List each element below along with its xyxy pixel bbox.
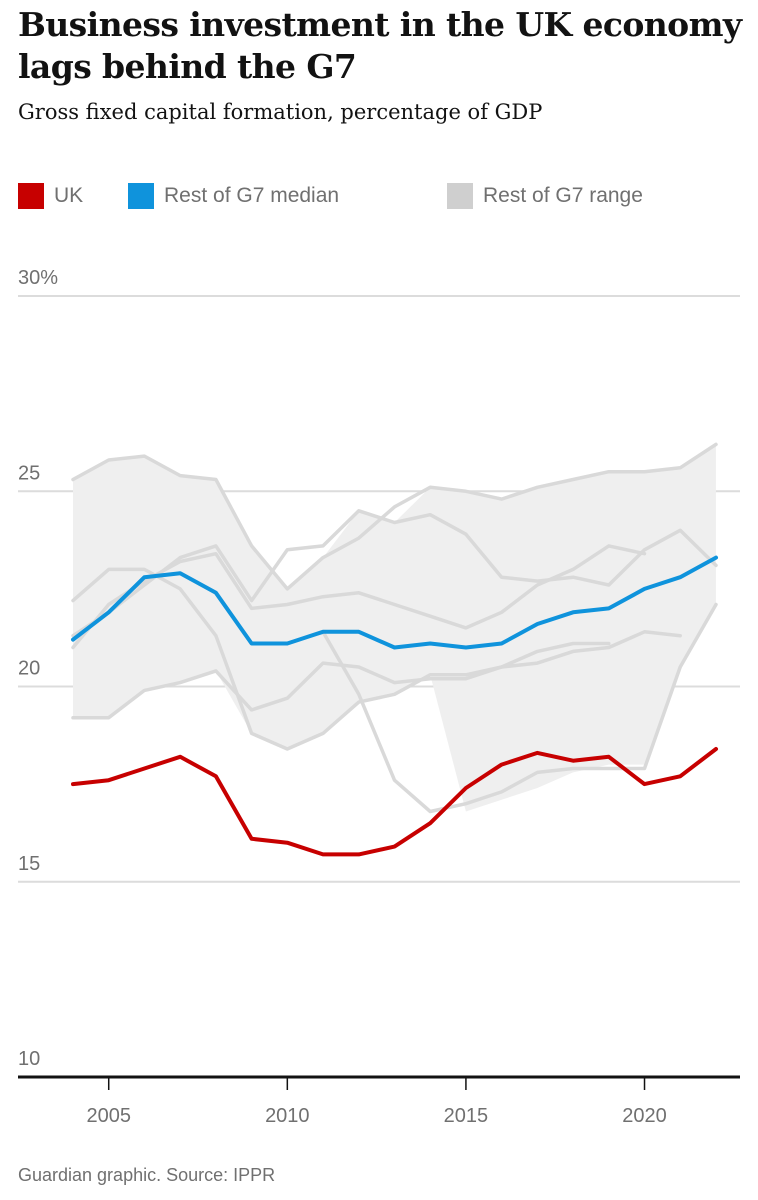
country-line-1	[71, 442, 718, 591]
y-tick-label-30: 30%	[18, 267, 58, 289]
range-area-group	[73, 444, 716, 812]
x-tick-label-2015: 2015	[444, 1105, 489, 1127]
y-tick-label-10: 10	[18, 1048, 40, 1070]
x-tick-label-2020: 2020	[622, 1105, 667, 1127]
legend: UK Rest of G7 median Rest of G7 range	[0, 182, 758, 210]
country-line-5	[71, 544, 647, 650]
legend-item-median: Rest of G7 median	[128, 182, 339, 210]
country-line-2	[71, 567, 682, 751]
range-area	[73, 444, 716, 812]
uk-line	[71, 747, 718, 857]
legend-label-range: Rest of G7 range	[483, 184, 643, 207]
legend-swatch-median	[128, 183, 154, 209]
chart-subtitle: Gross fixed capital formation, percentag…	[18, 100, 543, 124]
series-group	[71, 555, 718, 857]
x-axis: 2005 2010 2015 2020	[18, 1075, 740, 1127]
legend-item-uk: UK	[18, 182, 83, 210]
chart-title: Business investment in the UK economy la…	[18, 5, 742, 86]
x-tick-label-2010: 2010	[265, 1105, 310, 1127]
x-tick-label-2005: 2005	[86, 1105, 131, 1127]
y-tick-label-25: 25	[18, 462, 40, 484]
median-line	[71, 555, 718, 650]
y-tick-label-15: 15	[18, 853, 40, 875]
source-note: Guardian graphic. Source: IPPR	[18, 1165, 276, 1185]
line-chart: 10 15 20 25 30% 2005 2010 2015 2020	[18, 267, 740, 1127]
legend-label-median: Rest of G7 median	[164, 184, 340, 207]
legend-swatch-range	[447, 183, 473, 209]
y-tick-label-20: 20	[18, 658, 40, 680]
legend-swatch-uk	[18, 183, 44, 209]
legend-item-range: Rest of G7 range	[447, 182, 643, 210]
country-line-4	[71, 509, 718, 638]
country-lines-group	[71, 442, 718, 814]
legend-label-uk: UK	[54, 184, 84, 207]
